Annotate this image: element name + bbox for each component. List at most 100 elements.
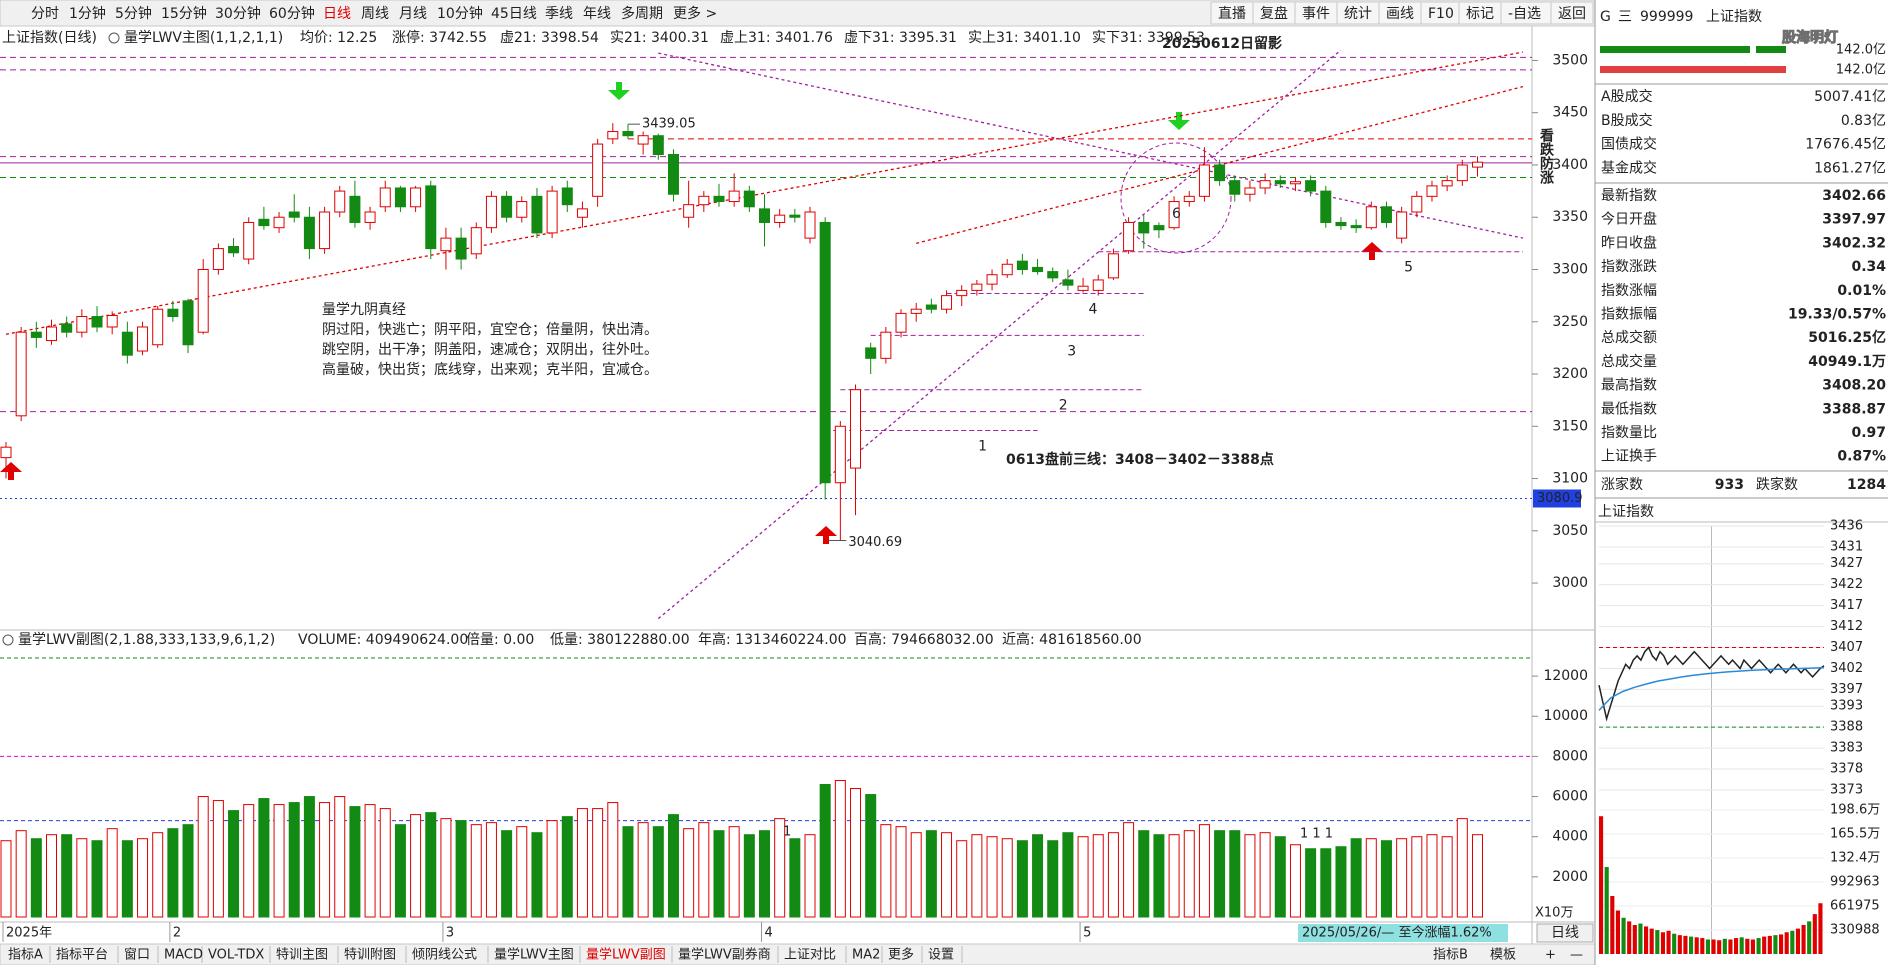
support-label: 2 (1059, 398, 1068, 414)
indicator-value: 虚21: 3398.54 (500, 30, 599, 46)
mini-vol-tick-label: 661975 (1830, 899, 1880, 914)
mini-tick-label: 3422 (1830, 577, 1863, 592)
volume-bar (622, 826, 634, 918)
candle-body (410, 187, 422, 208)
period-tab[interactable]: 多周期 (621, 5, 663, 22)
mini-tick-label: 3402 (1830, 661, 1863, 676)
period-tab[interactable]: 日线 (323, 6, 351, 22)
mini-volume-bar (1638, 923, 1643, 954)
bottom-tab[interactable]: + (1545, 948, 1556, 963)
bottom-tab[interactable]: 模板 (1490, 948, 1516, 963)
tool-button[interactable]: 画线 (1386, 6, 1414, 22)
candle-body (106, 314, 118, 328)
volume-bar (1441, 836, 1453, 918)
bottom-tab[interactable]: 窗口 (124, 947, 150, 963)
volume-bar (1411, 836, 1423, 918)
candle-body (212, 248, 224, 270)
volume-bar (1032, 834, 1044, 918)
candle-body (243, 221, 255, 260)
candle-body (607, 131, 619, 140)
up-arrow (1361, 242, 1383, 260)
mini-volume-bar (1807, 921, 1812, 954)
bottom-tab[interactable]: 量学LWV主图 (494, 947, 574, 963)
mini-volume-bar (1666, 930, 1671, 954)
stat-value: 0.83亿 (1841, 113, 1886, 129)
tool-button[interactable]: 返回 (1558, 6, 1586, 22)
candle-body (1138, 221, 1150, 234)
period-tab[interactable]: 45日线 (491, 6, 537, 22)
bottom-tab[interactable]: VOL-TDX (208, 948, 264, 963)
volume-bar (167, 828, 179, 918)
stat-label: 指数量比 (1601, 425, 1657, 441)
stat-label: 今日开盘 (1601, 211, 1657, 228)
period-tab[interactable]: 更多 > (673, 5, 717, 22)
indicator-value: 实上31: 3401.10 (968, 30, 1081, 46)
period-tab[interactable]: 5分钟 (115, 5, 152, 22)
y-tick-label: 10000 (1543, 708, 1588, 724)
candle-body (501, 195, 513, 218)
volume-bar (455, 820, 467, 918)
bottom-tab[interactable]: 设置 (928, 948, 954, 963)
period-tab[interactable]: 15分钟 (161, 5, 207, 22)
period-tab[interactable]: 1分钟 (69, 5, 106, 22)
volume-bar (501, 830, 513, 918)
volume-bar (349, 806, 361, 918)
x-tick-label: 4 (765, 926, 773, 941)
candle-body (804, 211, 816, 239)
volume-bar (1153, 834, 1165, 918)
tool-button[interactable]: 复盘 (1260, 5, 1288, 22)
bottom-tab[interactable]: 指标B (1433, 948, 1468, 963)
forecast-text: 0613盘前三线：3408－3402－3388点 (1006, 451, 1274, 468)
bottom-tab[interactable]: — (1570, 948, 1583, 963)
period-tab[interactable]: 季线 (545, 6, 573, 22)
bottom-tab[interactable]: 上证对比 (784, 948, 836, 963)
period-tab[interactable]: 30分钟 (215, 5, 261, 22)
tool-button[interactable]: 标记 (1466, 6, 1494, 22)
candle-body (470, 227, 482, 255)
stat-label: 最高指数 (1601, 377, 1657, 394)
volume-bar (76, 838, 88, 918)
candle-body (895, 312, 907, 333)
candle-body (1471, 161, 1483, 168)
candle-body (1335, 221, 1347, 227)
bottom-tab[interactable]: 量学LWV副图 (586, 947, 666, 963)
mini-volume-bar (1717, 940, 1722, 954)
tool-button[interactable]: 统计 (1344, 6, 1372, 22)
period-tab[interactable]: 10分钟 (437, 5, 483, 22)
bottom-tab[interactable]: 倾阴线公式 (412, 948, 477, 963)
candle-body (364, 211, 376, 223)
tool-button[interactable]: 事件 (1302, 6, 1330, 22)
bottom-tab[interactable]: MACD (164, 948, 203, 963)
period-tab[interactable]: 分时 (31, 6, 59, 22)
bottom-tab[interactable]: 特训主图 (276, 948, 328, 963)
volume-bar (1426, 834, 1438, 918)
tool-button[interactable]: F10 (1428, 6, 1454, 22)
mini-volume-bar (1734, 938, 1739, 954)
period-tab[interactable]: 60分钟 (269, 5, 315, 22)
bottom-tab[interactable]: 量学LWV副券商 (678, 947, 771, 963)
indicator-value: 虚下31: 3395.31 (844, 30, 957, 46)
tool-button[interactable]: -自选 (1508, 6, 1541, 22)
candle-body (46, 326, 58, 342)
volume-bar (319, 802, 331, 918)
mini-volume-bar (1672, 933, 1677, 954)
bottom-tab[interactable]: 特训附图 (344, 948, 396, 963)
tool-button[interactable]: 直播 (1218, 5, 1246, 22)
bottom-tab[interactable]: 更多 (888, 947, 914, 963)
stat-label: 基金成交 (1601, 159, 1657, 176)
period-tab[interactable]: 周线 (361, 6, 389, 22)
bottom-tab[interactable]: 指标平台 (56, 948, 108, 963)
y-tick-label: 6000 (1552, 789, 1588, 805)
mini-volume-bar (1649, 928, 1654, 954)
volume-bar (713, 830, 725, 918)
period-button[interactable]: 日线 (1551, 925, 1579, 941)
candle-body (15, 331, 27, 417)
bottom-tab[interactable]: MA2 (852, 948, 880, 963)
period-tab[interactable]: 年线 (583, 6, 611, 22)
volume-bar (1471, 834, 1483, 918)
period-tab[interactable]: 月线 (399, 6, 427, 22)
bottom-tab[interactable]: 指标A (8, 948, 43, 963)
candle-body (182, 300, 194, 346)
candle-body (1380, 206, 1392, 223)
volume-bar (379, 808, 391, 918)
